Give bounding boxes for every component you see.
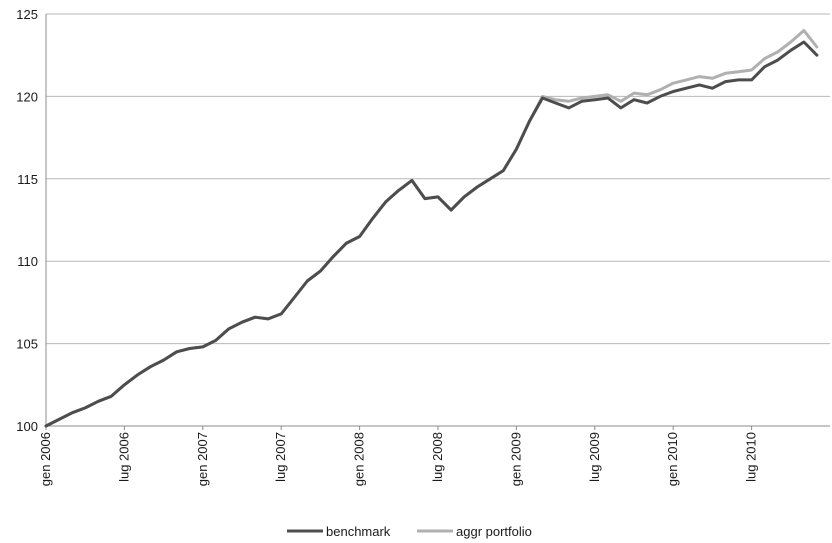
x-tick-label: lug 2008 [430, 432, 445, 482]
legend: benchmark aggr portfolio [287, 524, 532, 539]
x-tick-label: gen 2006 [38, 432, 53, 486]
x-tick-label: gen 2008 [352, 432, 367, 486]
y-tick-label: 120 [16, 89, 38, 104]
y-axis: 100 105 110 115 120 125 [16, 7, 38, 434]
series-line-aggr-portfolio [44, 29, 819, 428]
y-tick-label: 115 [17, 172, 38, 187]
x-tick-label: lug 2009 [587, 432, 602, 482]
y-tick-label: 110 [17, 254, 38, 269]
x-axis: gen 2006 lug 2006 gen 2007 lug 2007 gen 2008… [38, 426, 759, 486]
y-tick-label: 100 [16, 419, 38, 434]
x-tick-label: lug 2007 [273, 432, 288, 482]
legend-label: aggr portfolio [456, 524, 532, 539]
x-tick-label: gen 2010 [665, 432, 680, 486]
x-tick-label: gen 2007 [195, 432, 210, 486]
x-tick-label: lug 2006 [116, 432, 131, 482]
x-tick-label: lug 2010 [744, 432, 759, 482]
series-line-benchmark [44, 40, 819, 428]
legend-label: benchmark [326, 524, 391, 539]
series-lines [44, 29, 819, 428]
x-tick-label: gen 2009 [508, 432, 523, 486]
y-tick-label: 125 [16, 7, 38, 22]
gridlines [45, 13, 830, 427]
y-tick-label: 105 [16, 337, 38, 352]
